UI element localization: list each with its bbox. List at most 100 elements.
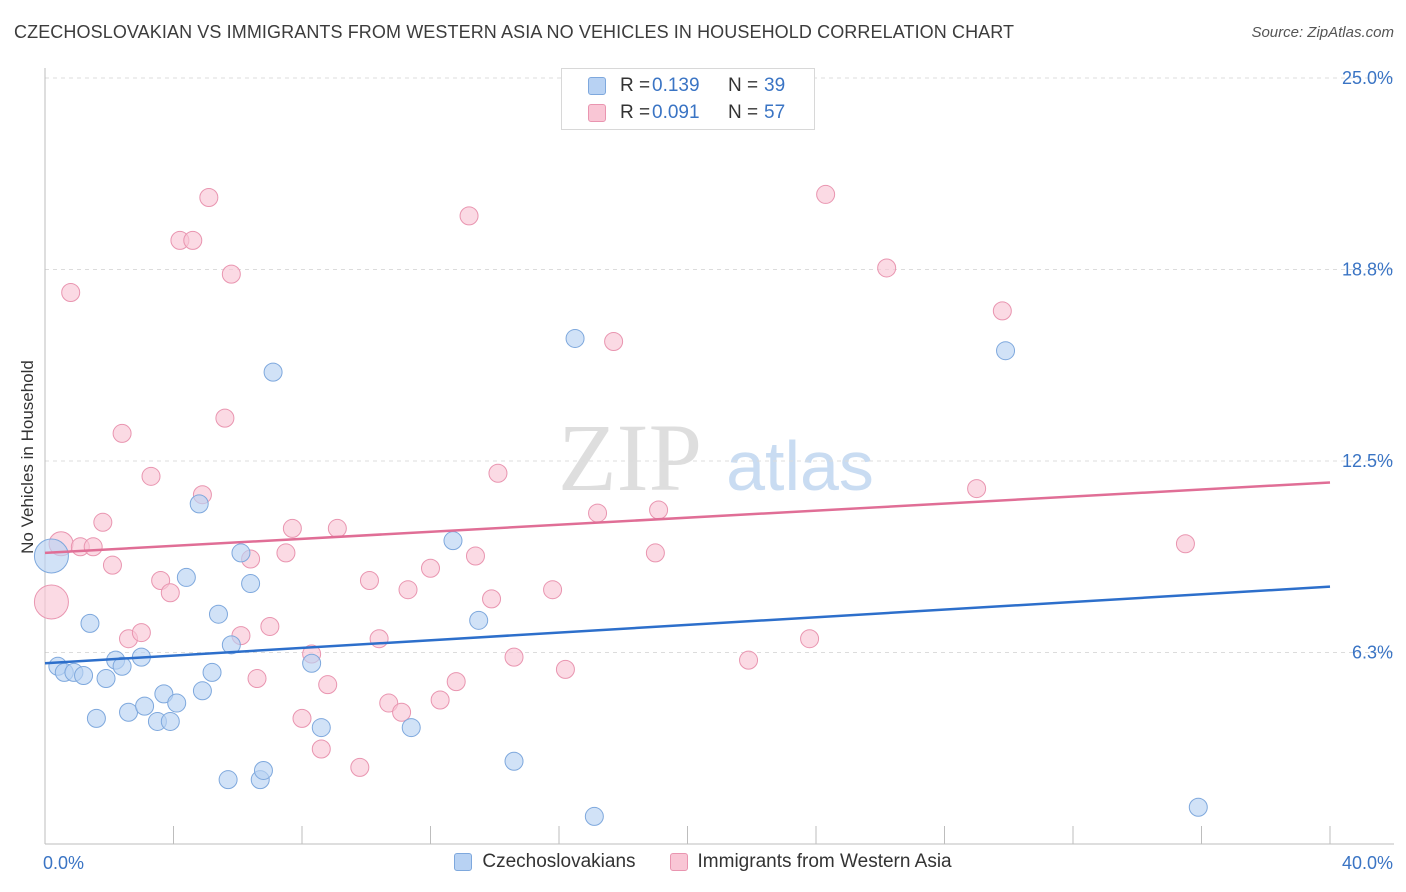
- correlation-legend: R = 0.139 N = 39 R = 0.091 N = 57: [561, 68, 815, 130]
- immigrants-point-31: [359, 570, 379, 590]
- legend-n-label: N =: [728, 75, 759, 96]
- czechoslovakians-point-19: [192, 681, 212, 701]
- immigrants-point-16: [199, 187, 219, 207]
- legend-swatch-blue: [588, 77, 606, 95]
- immigrants-point-37: [430, 690, 450, 710]
- immigrants-point-42: [488, 463, 508, 483]
- immigrants-point-25: [292, 708, 312, 728]
- immigrants-point-4: [83, 537, 103, 557]
- immigrants-point-33: [379, 693, 399, 713]
- immigrants-point-29: [327, 518, 347, 538]
- czechoslovakians-point-12: [135, 696, 155, 716]
- legend-label-czechoslovakians: Czechoslovakians: [482, 851, 636, 872]
- czechoslovakians-point-38: [1188, 797, 1208, 817]
- immigrants-point-12: [160, 583, 180, 603]
- legend-n-value: 57: [764, 102, 786, 123]
- series-legend: Czechoslovakians Immigrants from Western…: [0, 851, 1406, 873]
- czechoslovakians-point-17: [176, 567, 196, 587]
- chart-title: CZECHOSLOVAKIAN VS IMMIGRANTS FROM WESTE…: [14, 22, 1015, 42]
- czechoslovakians-point-9: [112, 656, 132, 676]
- immigrants-point-55: [992, 301, 1012, 321]
- immigrants-point-2: [61, 282, 81, 302]
- czechoslovakians-point-6: [86, 708, 106, 728]
- immigrants-point-32: [369, 629, 389, 649]
- immigrants-point-52: [816, 184, 836, 204]
- immigrants-point-56: [1175, 534, 1195, 554]
- czechoslovakians-point-4: [74, 665, 94, 685]
- immigrants-point-30: [350, 757, 370, 777]
- legend-label-immigrants: Immigrants from Western Asia: [697, 851, 952, 872]
- czechoslovakians-point-27: [253, 760, 273, 780]
- czechoslovakians-point-31: [401, 718, 421, 738]
- czechoslovakians-point-7: [96, 669, 116, 689]
- immigrants-point-7: [112, 423, 132, 443]
- immigrants-point-27: [311, 739, 331, 759]
- czechoslovakians-point-37: [996, 341, 1016, 361]
- immigrants-point-0: [33, 584, 69, 620]
- legend-r-label: R =: [620, 75, 651, 96]
- watermark-zip-text: ZIP: [558, 404, 702, 511]
- legend-n-label: N =: [728, 102, 759, 123]
- immigrants-point-43: [504, 647, 524, 667]
- czechoslovakians-point-16: [167, 693, 187, 713]
- immigrants-point-44: [543, 580, 563, 600]
- czechoslovakians-point-22: [218, 770, 238, 790]
- czechoslovakians-point-35: [565, 328, 585, 348]
- y-tick-label-1: 12.5%: [1342, 451, 1393, 471]
- czechoslovakians-point-30: [311, 718, 331, 738]
- y-tick-label-0: 6.3%: [1352, 643, 1393, 663]
- immigrants-point-9: [131, 623, 151, 643]
- legend-r-label: R =: [620, 102, 651, 123]
- czechoslovakians-point-14: [154, 684, 174, 704]
- trend-line-czechoslovakians: [44, 585, 1331, 665]
- immigrants-point-10: [141, 466, 161, 486]
- legend-n-value: 39: [764, 75, 786, 96]
- legend-row-immigrants: R = 0.091 N = 57: [588, 102, 785, 124]
- y-tick-label-3: 25.0%: [1342, 68, 1393, 88]
- czechoslovakians-point-28: [263, 362, 283, 382]
- immigrants-point-46: [588, 503, 608, 523]
- legend-row-czechoslovakians: R = 0.139 N = 39: [588, 75, 785, 97]
- czechoslovakians-point-5: [80, 613, 100, 633]
- immigrants-point-53: [877, 258, 897, 278]
- trend-lines: [44, 481, 1331, 665]
- immigrants-point-45: [555, 659, 575, 679]
- immigrants-point-36: [421, 558, 440, 578]
- czechoslovakians-point-29: [302, 653, 322, 673]
- czechoslovakians-point-10: [119, 702, 139, 722]
- immigrants-point-54: [967, 479, 987, 499]
- watermark-atlas-text: atlas: [726, 427, 874, 505]
- immigrants-point-18: [221, 264, 241, 284]
- czechoslovakians-point-34: [504, 751, 524, 771]
- immigrants-point-38: [446, 672, 466, 692]
- immigrants-point-49: [649, 500, 669, 520]
- immigrants-point-17: [215, 408, 235, 428]
- legend-swatch-pink: [669, 853, 688, 871]
- immigrants-point-24: [282, 518, 302, 538]
- czechoslovakians-point-18: [189, 494, 209, 514]
- immigrants-point-22: [260, 616, 280, 636]
- immigrants-point-47: [604, 332, 624, 352]
- czechoslovakians-point-25: [241, 574, 261, 594]
- legend-item-czechoslovakians: Czechoslovakians: [454, 851, 636, 873]
- immigrants-point-6: [102, 555, 122, 575]
- czechoslovakians-point-23: [221, 635, 241, 655]
- czechoslovakians-point-33: [469, 610, 489, 630]
- immigrants-point-39: [459, 206, 479, 226]
- source-label: Source: ZipAtlas.com: [1251, 24, 1394, 41]
- legend-swatch-blue: [454, 853, 473, 871]
- y-tick-label-2: 18.8%: [1342, 260, 1393, 280]
- immigrants-point-34: [392, 702, 412, 722]
- series-czechoslovakians: [33, 328, 1208, 826]
- trend-line-immigrants: [44, 481, 1331, 555]
- legend-swatch-pink: [588, 104, 606, 122]
- immigrants-point-41: [482, 589, 502, 609]
- czechoslovakians-point-21: [208, 604, 228, 624]
- immigrants-point-28: [318, 675, 338, 695]
- immigrants-point-21: [247, 669, 267, 689]
- immigrants-point-51: [800, 629, 820, 649]
- immigrants-point-40: [465, 546, 485, 566]
- czechoslovakians-point-20: [202, 662, 222, 682]
- legend-r-value: 0.139: [652, 75, 700, 96]
